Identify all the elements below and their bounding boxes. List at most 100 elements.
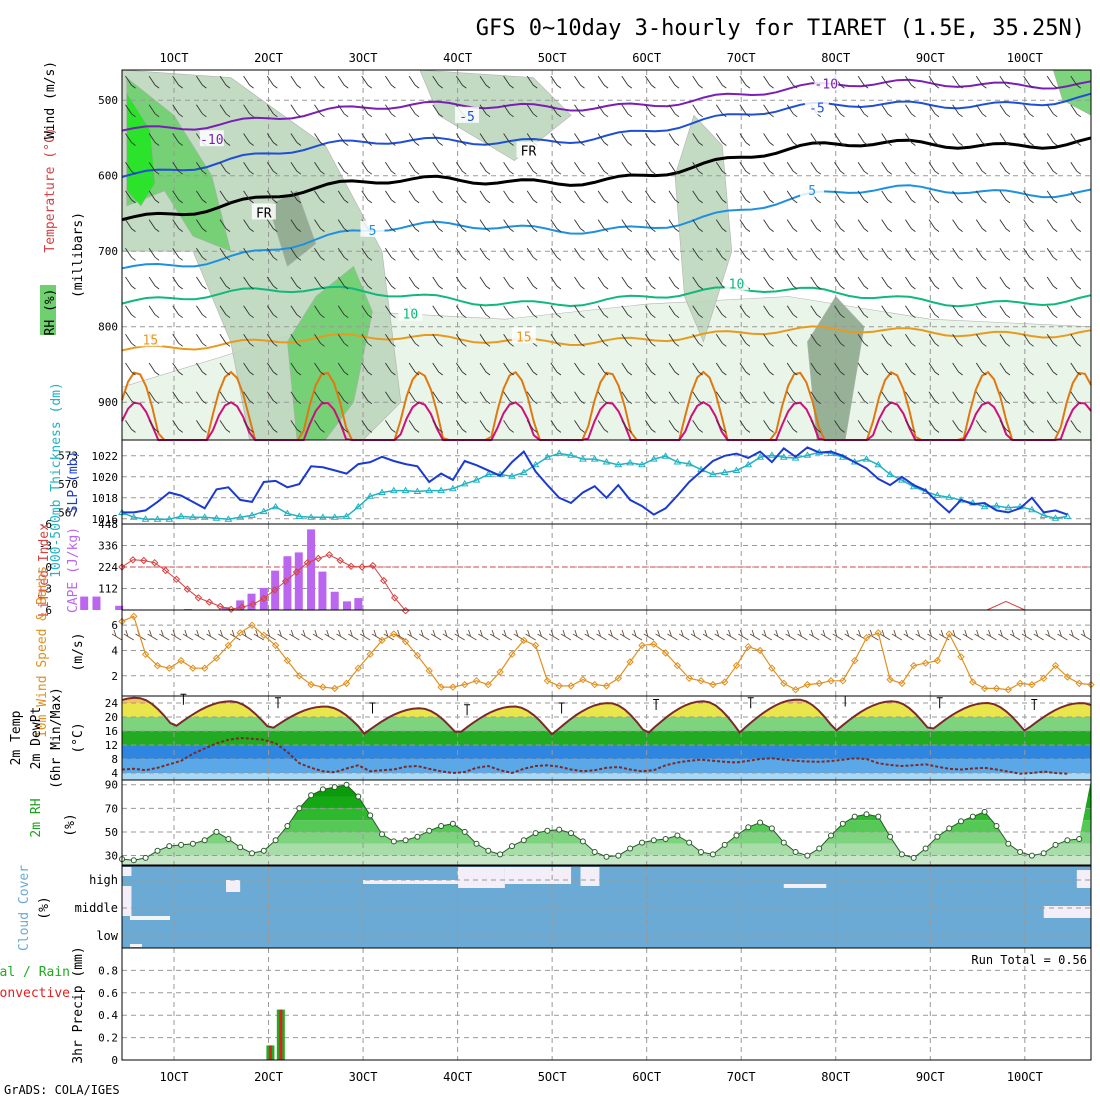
wind-barb-icon	[1046, 334, 1058, 347]
thickness-point	[259, 507, 268, 515]
rh-shade-mid	[674, 114, 733, 343]
wind-speed-point	[271, 641, 280, 650]
top-day-labels: 1OCT 2OCT 3OCT 4OCT 5OCT 6OCT 7OCT 8OCT 9OCT 10OC…	[160, 51, 1043, 65]
wind-barb-icon	[314, 75, 325, 89]
wind-barb-icon	[385, 305, 396, 319]
wind-barb-icon	[645, 362, 656, 376]
temp-axis-label: 2m Temp	[9, 710, 24, 765]
wind-barb-icon	[857, 104, 869, 118]
li-tick-label: -6	[39, 518, 52, 531]
cloud-gap	[1076, 870, 1091, 888]
wind10-unit-label: (m/s)	[71, 632, 86, 671]
wind-speed-point	[909, 661, 918, 670]
cloud-gap	[363, 880, 458, 884]
wind-barb-icon	[928, 420, 940, 433]
thickness-point	[354, 502, 363, 510]
rh2m-unit-label: (%)	[63, 813, 78, 836]
li-point	[281, 577, 290, 586]
wind-barb-icon	[125, 133, 136, 146]
wind-barb-icon	[1045, 629, 1056, 641]
wind-speed-point	[579, 675, 587, 684]
wind-barb-icon	[645, 190, 656, 204]
wind-barb-icon	[148, 362, 160, 376]
thickness-point	[460, 479, 469, 487]
rh-point	[390, 838, 397, 845]
wind-speed-point	[1028, 680, 1036, 689]
wind-barb-icon	[148, 104, 160, 118]
wind-speed-point	[1075, 679, 1083, 688]
wind-barb-icon	[761, 629, 773, 641]
thickness-point	[756, 453, 764, 460]
wind-barb-icon	[952, 276, 963, 290]
thickness-point	[413, 487, 422, 494]
wind-barb-icon	[337, 420, 349, 433]
wind-barb-icon	[408, 420, 420, 433]
wind-barb-icon	[385, 391, 396, 405]
wind-barb-icon	[455, 305, 467, 319]
wind-barb-icon	[361, 305, 373, 319]
wind-barb-icon	[266, 305, 278, 319]
wind-barb-icon	[503, 248, 514, 261]
wind-barb-icon	[749, 629, 761, 641]
wind-barb-icon	[715, 362, 727, 376]
wind-barb-icon	[395, 629, 406, 641]
wind-barb-icon	[834, 420, 845, 433]
wind-barb-icon	[574, 305, 585, 319]
wind-barb-icon	[1046, 362, 1058, 376]
wind-barb-icon	[1023, 190, 1034, 204]
cloud-axis-label: Cloud Cover	[17, 865, 32, 951]
wind-barb-icon	[881, 75, 892, 89]
wind-barb-icon	[692, 104, 703, 118]
wind-barb-icon	[218, 629, 229, 641]
wind-speed-point	[992, 684, 1001, 693]
wind-barb-icon	[290, 104, 302, 118]
wind-barb-icon	[194, 629, 205, 641]
wind-barb-icon	[975, 133, 987, 146]
wind-barb-icon	[385, 104, 396, 118]
contour-label-bg	[724, 274, 749, 291]
pressure-tick-label: 600	[98, 170, 118, 183]
wind-barb-icon	[668, 334, 680, 347]
wind-barb-icon	[881, 420, 892, 433]
wind-barb-icon	[1023, 161, 1034, 175]
slp-tick-label: 1020	[92, 471, 119, 484]
wind-barb-icon	[999, 334, 1011, 347]
thickness-point	[886, 470, 894, 477]
wind-axis-label: Wind (m/s)	[43, 61, 58, 139]
contour-label: 10	[403, 308, 419, 323]
wind-speed-point	[472, 677, 481, 685]
wind-barb-icon	[503, 420, 514, 433]
wind-barb-icon	[243, 362, 254, 376]
wind-barb-icon	[455, 75, 467, 89]
thickness-point	[200, 513, 209, 520]
wind-barb-icon	[148, 276, 160, 290]
wind-barb-icon	[621, 391, 633, 405]
wind-barb-icon	[290, 75, 302, 89]
thickness-point	[248, 511, 256, 518]
wind-barb-icon	[196, 248, 207, 261]
wind-barb-icon	[337, 219, 349, 232]
rh-point	[709, 851, 716, 858]
wind-barb-icon	[300, 629, 312, 641]
wind-barb-icon	[337, 104, 349, 118]
wind-barb-icon	[243, 248, 254, 261]
top-day-label: 8OCT	[821, 51, 850, 65]
wind-barb-icon	[314, 276, 325, 290]
wind-barb-icon	[219, 248, 231, 261]
wind-barb-icon	[881, 161, 892, 175]
wind-barb-icon	[597, 305, 609, 319]
wind-barb-icon	[290, 190, 302, 204]
rh-point	[698, 849, 704, 855]
wind-barb-icon	[715, 334, 727, 347]
li-point	[205, 598, 214, 606]
wind-barb-icon	[905, 104, 916, 118]
cape-bar	[318, 571, 327, 610]
wind-barb-icon	[881, 391, 892, 405]
thickness-point	[638, 460, 646, 468]
wind-barb-icon	[359, 629, 371, 641]
rh-legend-swatch	[40, 285, 56, 335]
temp-series-line	[121, 696, 1092, 736]
isotherm-plus10-line	[121, 285, 1092, 308]
wind-barb-icon	[645, 420, 656, 433]
